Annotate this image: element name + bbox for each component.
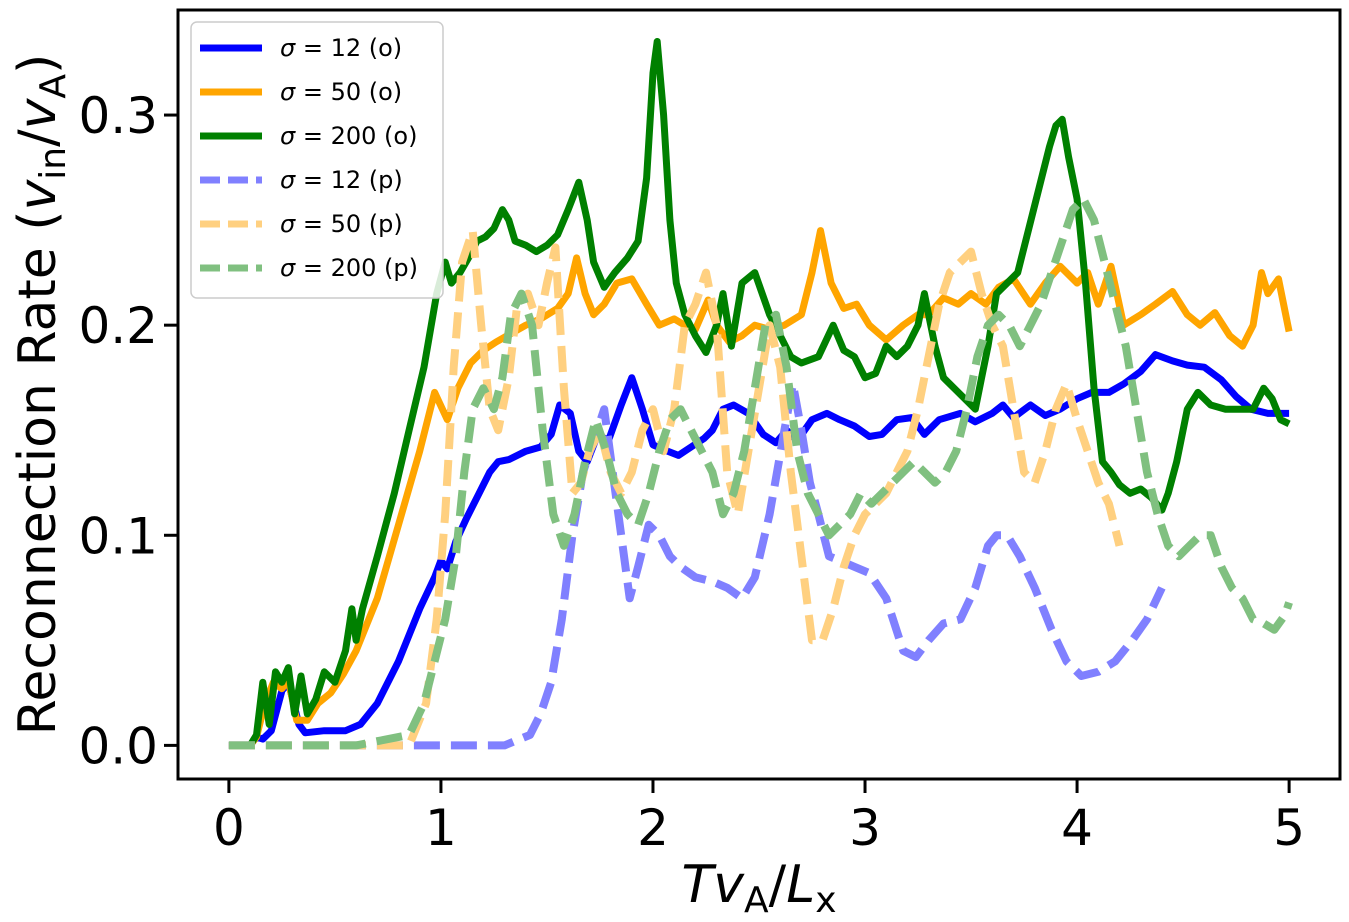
x-tick-label: 0	[213, 799, 245, 857]
series-line-5	[228, 226, 1124, 750]
y-tick-label: 0.3	[78, 87, 158, 145]
y-tick-label: 0.2	[78, 297, 158, 355]
y-tick-label: 0.1	[78, 507, 158, 565]
legend-label: σ = 200 (p)	[280, 254, 418, 282]
x-axis-title: TvA/Lx	[681, 855, 836, 921]
legend-label: σ = 200 (o)	[280, 122, 417, 150]
series-line-6	[228, 195, 1293, 750]
legend: σ = 12 (o) σ = 50 (o) σ = 200 (o) σ = 12 (p…	[190, 21, 444, 299]
x-tick-label: 5	[1273, 799, 1305, 857]
legend-label: σ = 12 (o)	[280, 34, 402, 62]
plot-frame	[176, 8, 1342, 781]
ticks-layer: 0 1 2 3 4 5 0.0 0.1 0.2 0.3	[78, 87, 1305, 857]
x-tick-label: 2	[637, 799, 669, 857]
series-layer	[228, 38, 1293, 750]
x-tick-label: 3	[849, 799, 881, 857]
legend-label: σ = 12 (p)	[280, 166, 403, 194]
x-tick-label: 4	[1061, 799, 1093, 857]
legend-label: σ = 50 (p)	[280, 210, 403, 238]
series-line-2	[228, 227, 1293, 749]
y-tick-label: 0.0	[78, 717, 158, 775]
x-tick-label: 1	[425, 799, 457, 857]
series-line-3	[228, 38, 1291, 749]
y-axis-title: Reconnection Rate (vin/vA)	[8, 54, 74, 736]
legend-label: σ = 50 (o)	[280, 78, 402, 106]
